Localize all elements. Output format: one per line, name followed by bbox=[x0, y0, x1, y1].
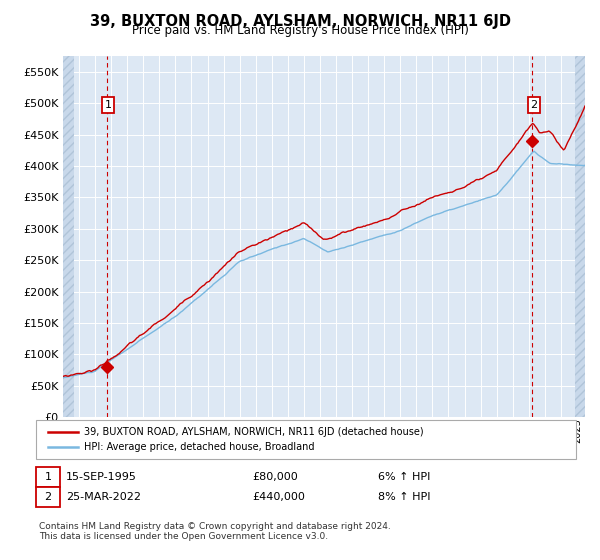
Text: 1: 1 bbox=[104, 100, 112, 110]
Text: 39, BUXTON ROAD, AYLSHAM, NORWICH, NR11 6JD (detached house): 39, BUXTON ROAD, AYLSHAM, NORWICH, NR11 … bbox=[84, 427, 424, 437]
Bar bbox=[63, 56, 74, 417]
Text: This data is licensed under the Open Government Licence v3.0.: This data is licensed under the Open Gov… bbox=[39, 532, 328, 541]
Text: 1: 1 bbox=[44, 472, 52, 482]
Bar bbox=[575, 56, 585, 417]
Text: HPI: Average price, detached house, Broadland: HPI: Average price, detached house, Broa… bbox=[84, 442, 314, 452]
Text: 6% ↑ HPI: 6% ↑ HPI bbox=[378, 472, 430, 482]
Text: 25-MAR-2022: 25-MAR-2022 bbox=[66, 492, 141, 502]
Text: 15-SEP-1995: 15-SEP-1995 bbox=[66, 472, 137, 482]
Text: £440,000: £440,000 bbox=[252, 492, 305, 502]
Text: £80,000: £80,000 bbox=[252, 472, 298, 482]
Text: 2: 2 bbox=[44, 492, 52, 502]
Text: 8% ↑ HPI: 8% ↑ HPI bbox=[378, 492, 431, 502]
Text: 39, BUXTON ROAD, AYLSHAM, NORWICH, NR11 6JD: 39, BUXTON ROAD, AYLSHAM, NORWICH, NR11 … bbox=[89, 14, 511, 29]
Text: Contains HM Land Registry data © Crown copyright and database right 2024.: Contains HM Land Registry data © Crown c… bbox=[39, 522, 391, 531]
Text: 2: 2 bbox=[530, 100, 538, 110]
Text: Price paid vs. HM Land Registry's House Price Index (HPI): Price paid vs. HM Land Registry's House … bbox=[131, 24, 469, 37]
